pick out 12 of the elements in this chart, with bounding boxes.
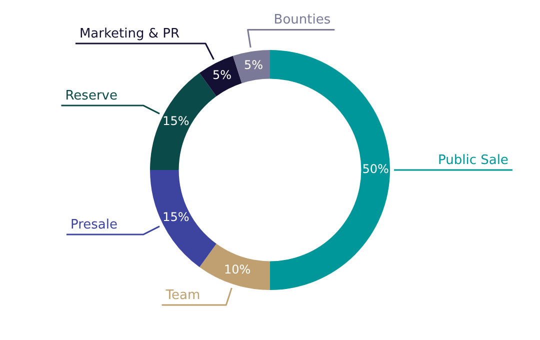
slice-label: Presale [70, 217, 118, 232]
slice-label: Team [164, 288, 200, 303]
slice-label: Public Sale [438, 152, 508, 168]
data-label: 15% [162, 210, 190, 224]
data-label: 5% [212, 68, 232, 82]
slice-label: Marketing & PR [79, 26, 180, 42]
data-label: 15% [162, 114, 190, 128]
slice-label: Reserve [65, 88, 118, 104]
data-label: 10% [224, 262, 251, 277]
data-label: 50% [362, 162, 389, 176]
slice-label: Bounties [274, 12, 331, 28]
data-label: 5% [244, 58, 264, 72]
